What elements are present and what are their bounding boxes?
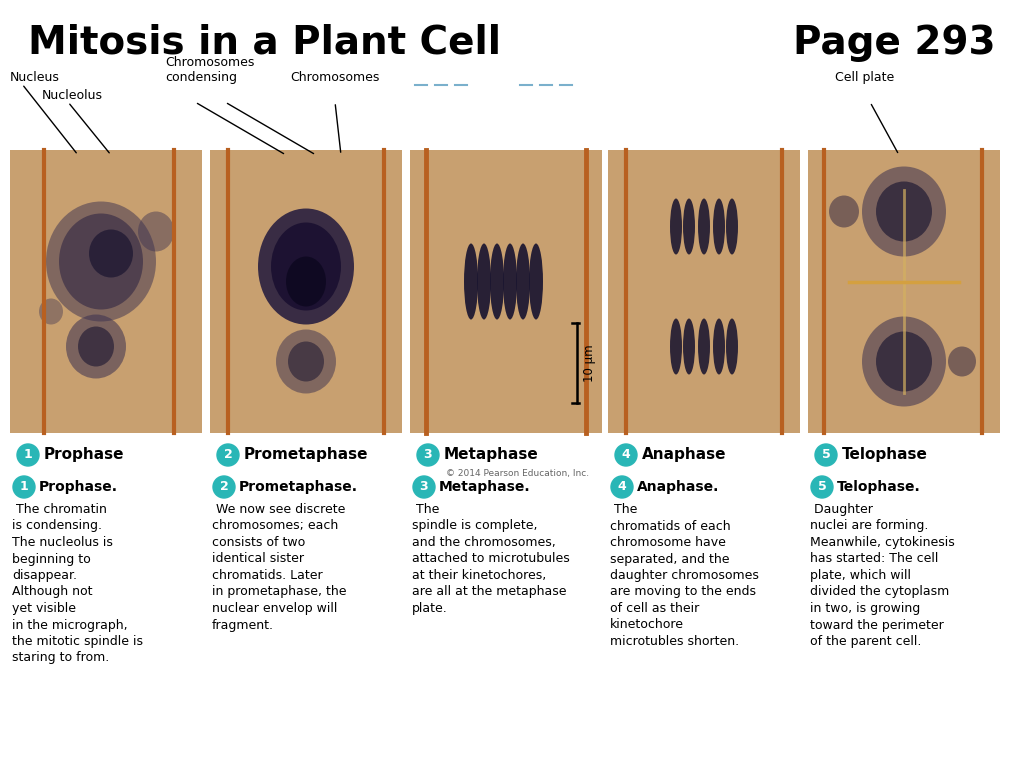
Ellipse shape: [529, 243, 543, 319]
Ellipse shape: [713, 319, 725, 375]
Ellipse shape: [683, 198, 695, 254]
Ellipse shape: [862, 167, 946, 257]
Text: 2: 2: [219, 481, 228, 494]
Ellipse shape: [698, 198, 710, 254]
Text: 4: 4: [622, 449, 631, 462]
Ellipse shape: [89, 230, 133, 277]
Ellipse shape: [477, 243, 490, 319]
Text: 4: 4: [617, 481, 627, 494]
Text: Anaphase: Anaphase: [642, 448, 726, 462]
Text: 3: 3: [420, 481, 428, 494]
Circle shape: [17, 444, 39, 466]
Text: Mitosis in a Plant Cell: Mitosis in a Plant Cell: [28, 24, 501, 62]
Text: Chromosomes: Chromosomes: [290, 71, 379, 84]
Text: Chromosomes
condensing: Chromosomes condensing: [165, 56, 254, 84]
Ellipse shape: [829, 196, 859, 227]
Bar: [808, 150, 1000, 433]
Text: 2: 2: [223, 449, 232, 462]
Text: 1: 1: [24, 449, 33, 462]
Ellipse shape: [713, 198, 725, 254]
Text: Metaphase: Metaphase: [444, 448, 539, 462]
Text: Daughter
nuclei are forming.
Meanwhile, cytokinesis
has started: The cell
plate,: Daughter nuclei are forming. Meanwhile, …: [810, 503, 954, 648]
Text: Page 293: Page 293: [794, 24, 996, 62]
Text: 3: 3: [424, 449, 432, 462]
Ellipse shape: [726, 198, 738, 254]
Text: Prometaphase: Prometaphase: [244, 448, 369, 462]
Ellipse shape: [39, 299, 63, 325]
Ellipse shape: [726, 319, 738, 375]
Text: The chromatin
is condensing.
The nucleolus is
beginning to
disappear.
Although n: The chromatin is condensing. The nucleol…: [12, 503, 143, 664]
Ellipse shape: [276, 329, 336, 393]
Text: Prophase.: Prophase.: [39, 480, 118, 494]
Ellipse shape: [66, 315, 126, 379]
Ellipse shape: [876, 181, 932, 241]
Text: Cell plate: Cell plate: [835, 71, 894, 84]
Text: Nucleolus: Nucleolus: [42, 89, 103, 102]
Ellipse shape: [876, 332, 932, 392]
Text: Prophase: Prophase: [44, 448, 125, 462]
Circle shape: [213, 476, 234, 498]
Text: 5: 5: [817, 481, 826, 494]
Text: We now see discrete
chromosomes; each
consists of two
identical sister
chromatid: We now see discrete chromosomes; each co…: [212, 503, 346, 631]
Text: Telophase.: Telophase.: [837, 480, 921, 494]
Ellipse shape: [464, 243, 478, 319]
Bar: [10, 150, 202, 433]
Ellipse shape: [271, 223, 341, 310]
Circle shape: [417, 444, 439, 466]
Text: 10 μm: 10 μm: [583, 344, 596, 382]
Circle shape: [815, 444, 837, 466]
Ellipse shape: [490, 243, 504, 319]
Ellipse shape: [698, 319, 710, 375]
Ellipse shape: [670, 198, 682, 254]
Ellipse shape: [59, 214, 143, 310]
Text: Prometaphase.: Prometaphase.: [239, 480, 358, 494]
Circle shape: [611, 476, 633, 498]
Text: Telophase: Telophase: [842, 448, 928, 462]
Ellipse shape: [670, 319, 682, 375]
Ellipse shape: [138, 211, 174, 251]
Ellipse shape: [503, 243, 517, 319]
Ellipse shape: [288, 342, 324, 382]
Text: © 2014 Pearson Education, Inc.: © 2014 Pearson Education, Inc.: [446, 469, 589, 478]
Ellipse shape: [258, 208, 354, 325]
Circle shape: [217, 444, 239, 466]
Ellipse shape: [286, 257, 326, 306]
Bar: [210, 150, 402, 433]
Ellipse shape: [948, 346, 976, 376]
Bar: [608, 150, 800, 433]
Circle shape: [413, 476, 435, 498]
Ellipse shape: [46, 201, 156, 322]
Text: The
spindle is complete,
and the chromosomes,
attached to microtubules
at their : The spindle is complete, and the chromos…: [412, 503, 569, 615]
Text: Anaphase.: Anaphase.: [637, 480, 720, 494]
Text: 1: 1: [19, 481, 29, 494]
Ellipse shape: [78, 326, 114, 366]
Circle shape: [811, 476, 833, 498]
Ellipse shape: [516, 243, 530, 319]
Circle shape: [615, 444, 637, 466]
Ellipse shape: [683, 319, 695, 375]
Circle shape: [13, 476, 35, 498]
Text: Nucleus: Nucleus: [10, 71, 59, 84]
Text: 5: 5: [821, 449, 830, 462]
Ellipse shape: [862, 316, 946, 406]
Text: The
chromatids of each
chromosome have
separated, and the
daughter chromosomes
a: The chromatids of each chromosome have s…: [610, 503, 759, 648]
Text: Metaphase.: Metaphase.: [439, 480, 530, 494]
Bar: [410, 150, 602, 433]
